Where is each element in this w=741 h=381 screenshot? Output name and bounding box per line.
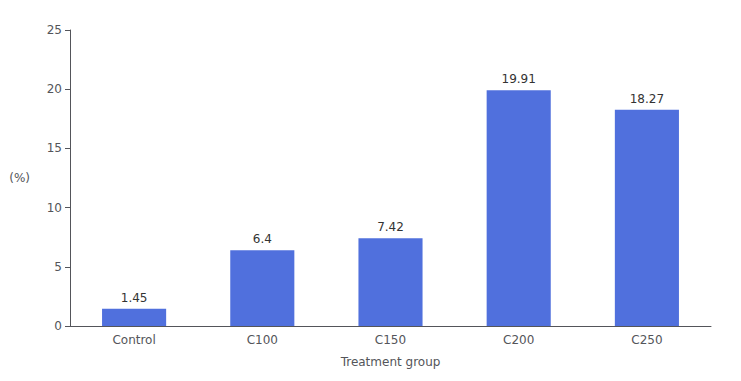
svg-text:19.91: 19.91 — [502, 72, 536, 86]
svg-text:6.4: 6.4 — [253, 232, 272, 246]
svg-text:Treatment group: Treatment group — [340, 355, 441, 369]
svg-text:20: 20 — [47, 82, 62, 96]
svg-text:C150: C150 — [375, 333, 406, 347]
svg-text:1.45: 1.45 — [121, 291, 148, 305]
svg-text:18.27: 18.27 — [630, 92, 664, 106]
svg-text:C100: C100 — [247, 333, 278, 347]
svg-text:Control: Control — [112, 333, 155, 347]
svg-text:15: 15 — [47, 141, 62, 155]
svg-text:10: 10 — [47, 201, 62, 215]
svg-text:C200: C200 — [503, 333, 534, 347]
svg-text:7.42: 7.42 — [377, 220, 404, 234]
svg-text:C250: C250 — [631, 333, 662, 347]
svg-text:(%): (%) — [9, 171, 30, 185]
svg-text:5: 5 — [54, 260, 62, 274]
svg-text:25: 25 — [47, 23, 62, 37]
svg-text:0: 0 — [54, 319, 62, 333]
